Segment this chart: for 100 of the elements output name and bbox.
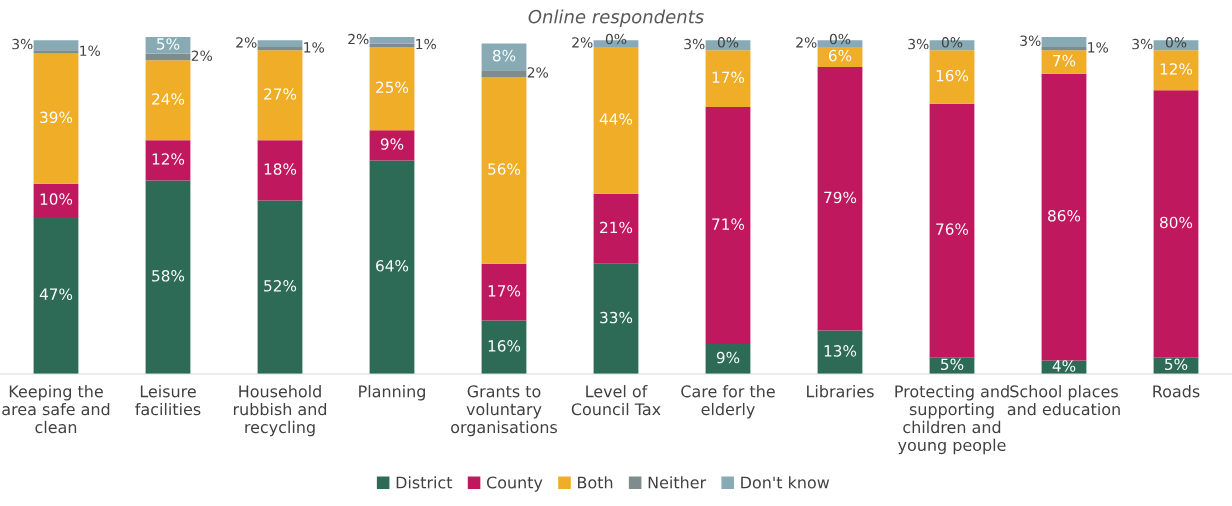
data-label: 2% xyxy=(348,33,369,45)
data-label: 44% xyxy=(599,113,633,125)
data-label: 4% xyxy=(1052,360,1076,372)
data-label: 12% xyxy=(1160,63,1193,75)
x-tick-label: Care for the elderly xyxy=(681,385,775,419)
bar xyxy=(593,263,639,374)
data-label: 39% xyxy=(40,111,73,124)
x-tick-label: Level of Council Tax xyxy=(571,385,661,416)
data-label: 33% xyxy=(600,311,633,324)
data-label: 3% xyxy=(1020,35,1041,46)
bar xyxy=(929,103,975,358)
bar xyxy=(257,40,303,47)
bar xyxy=(369,130,415,161)
data-label: 9% xyxy=(716,351,740,364)
data-label: 1% xyxy=(304,42,324,53)
legend-label: County xyxy=(486,476,543,492)
data-label: 1% xyxy=(1088,42,1108,53)
bar xyxy=(145,60,191,141)
data-label: 13% xyxy=(824,345,857,357)
data-label: 76% xyxy=(936,223,969,235)
data-label: 56% xyxy=(488,163,521,175)
bar xyxy=(817,330,863,374)
data-label: 7% xyxy=(1053,54,1076,67)
x-tick-label: Keeping the area safe and clean xyxy=(2,385,110,434)
bar xyxy=(481,70,527,77)
data-label: 2% xyxy=(572,37,593,48)
data-label: 1% xyxy=(416,38,436,50)
data-label: 52% xyxy=(264,280,297,292)
bar xyxy=(1041,73,1087,361)
data-label: 64% xyxy=(376,260,409,272)
bar xyxy=(257,50,303,141)
legend-label: Don't know xyxy=(741,476,830,489)
data-label: 1% xyxy=(80,45,100,56)
data-label: 3% xyxy=(684,38,705,50)
bar xyxy=(369,160,415,374)
bar xyxy=(481,76,527,264)
data-label: 3% xyxy=(12,38,33,50)
bar xyxy=(481,263,527,321)
data-label: 24% xyxy=(152,93,185,105)
bar xyxy=(817,66,863,331)
legend-label: District xyxy=(396,476,453,489)
x-tick-label: Protecting and supporting children and young people xyxy=(895,385,1009,455)
data-label: 80% xyxy=(1160,216,1193,229)
bar xyxy=(1153,50,1199,91)
data-label: 25% xyxy=(376,81,409,94)
data-label: 27% xyxy=(264,88,297,100)
bar xyxy=(1041,50,1087,74)
bar xyxy=(145,140,191,181)
data-label: 16% xyxy=(488,340,521,352)
data-label: 2% xyxy=(796,37,817,48)
bar xyxy=(481,320,527,374)
data-label: 58% xyxy=(152,270,185,282)
bar xyxy=(145,180,191,374)
data-label: 21% xyxy=(600,221,633,234)
bar xyxy=(33,40,79,51)
data-label: 0% xyxy=(1165,37,1187,48)
bar xyxy=(1041,36,1087,47)
x-tick-label: Planning xyxy=(359,385,425,401)
data-label: 5% xyxy=(941,358,964,371)
bar xyxy=(369,46,415,131)
bar xyxy=(257,200,303,374)
bar xyxy=(705,50,751,108)
bar xyxy=(369,36,415,44)
data-label: 8% xyxy=(492,49,516,62)
data-label: 86% xyxy=(1048,209,1081,222)
data-label: 0% xyxy=(941,37,963,48)
data-label: 2% xyxy=(191,50,212,61)
bar xyxy=(705,107,751,344)
data-label: 3% xyxy=(1132,38,1153,50)
chart-subtitle: Online respondents xyxy=(528,9,704,27)
bar xyxy=(593,193,639,264)
x-tick-label: Roads xyxy=(1153,385,1200,398)
data-label: 10% xyxy=(40,193,73,205)
data-label: 16% xyxy=(936,69,969,82)
bar xyxy=(33,217,79,374)
data-label: 17% xyxy=(488,285,521,297)
data-label: 3% xyxy=(908,38,929,50)
data-label: 12% xyxy=(152,153,185,165)
data-label: 2% xyxy=(527,67,548,78)
data-label: 47% xyxy=(39,288,73,300)
data-label: 0% xyxy=(717,37,739,48)
data-label: 9% xyxy=(380,138,404,150)
data-label: 79% xyxy=(824,191,857,204)
legend-label: Both xyxy=(578,476,613,489)
x-tick-label: Leisure facilities xyxy=(135,385,201,416)
bar xyxy=(257,140,303,201)
data-label: 6% xyxy=(828,49,852,62)
data-label: 5% xyxy=(1165,358,1188,371)
data-label: 2% xyxy=(236,37,257,48)
data-label: 71% xyxy=(712,218,745,230)
bar xyxy=(1153,90,1199,358)
bar xyxy=(593,46,639,194)
data-label: 18% xyxy=(264,163,297,175)
x-tick-label: Libraries xyxy=(807,385,874,398)
x-tick-label: Household rubbish and recycling xyxy=(233,385,327,437)
bar xyxy=(33,53,79,184)
bar xyxy=(929,50,975,104)
data-label: 5% xyxy=(157,38,180,50)
data-label: 17% xyxy=(712,71,745,84)
bar xyxy=(33,50,79,54)
